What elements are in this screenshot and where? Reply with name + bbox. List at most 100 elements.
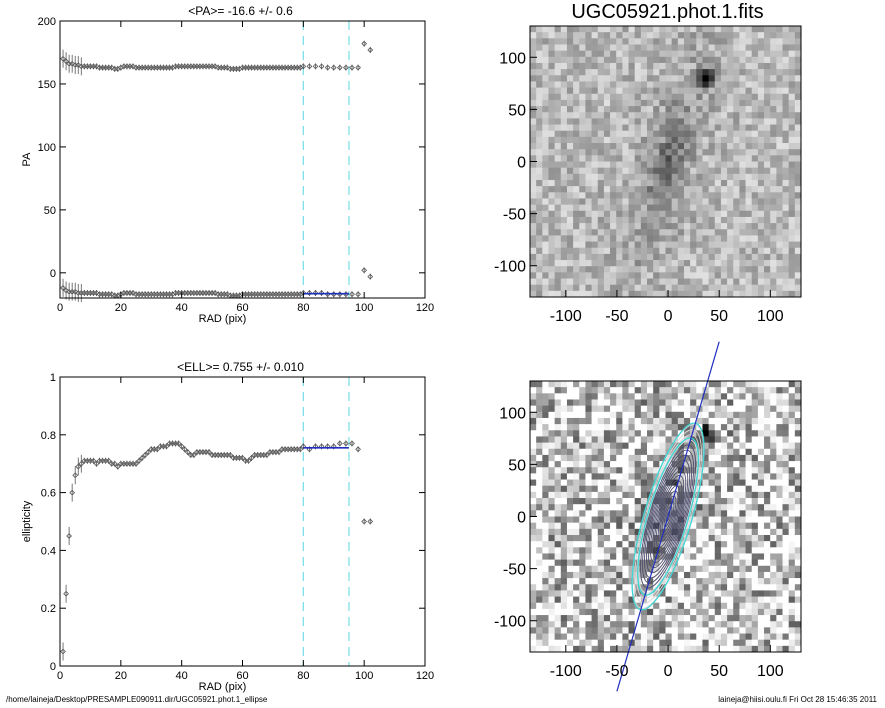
img-top-pixel <box>634 216 642 224</box>
img-top-pixel <box>647 112 654 119</box>
img-bottom-pixel <box>603 516 611 524</box>
img-bottom-pixel <box>696 479 703 487</box>
img-bottom-pixel <box>554 442 562 450</box>
img-top-pixel <box>696 161 703 169</box>
img-bottom-pixel <box>720 387 728 394</box>
img-bottom-pixel <box>530 584 537 591</box>
img-bottom-pixel <box>745 454 753 462</box>
img-top-pixel <box>702 118 710 125</box>
img-top-pixel <box>536 62 543 70</box>
img-bottom-pixel <box>647 534 654 542</box>
img-top-pixel <box>671 155 679 162</box>
img-bottom-pixel <box>782 491 790 499</box>
img-bottom-pixel <box>782 534 790 542</box>
img-bottom-pixel <box>776 559 783 567</box>
img-top-pixel <box>560 118 568 125</box>
img-top-pixel <box>573 87 580 95</box>
img-bottom-pixel <box>554 516 562 524</box>
img-bottom-xtick-label: 100 <box>757 663 784 680</box>
img-bottom-pixel <box>788 405 796 413</box>
img-top-pixel <box>579 167 586 175</box>
img-top-pixel <box>788 38 796 45</box>
img-top-pixel <box>757 75 765 82</box>
img-top-pixel <box>603 32 611 39</box>
img-top-pixel <box>696 155 703 162</box>
img-bottom-pixel <box>554 467 562 474</box>
img-top-pixel <box>683 93 691 101</box>
img-bottom-pixel <box>733 454 740 462</box>
img-bottom-pixel <box>788 454 796 462</box>
img-top-pixel <box>683 130 691 138</box>
img-bottom-pixel <box>640 578 648 585</box>
img-top-pixel <box>536 216 543 224</box>
img-top-ytick-label: -100 <box>494 259 526 276</box>
img-top-pixel <box>566 75 574 82</box>
img-top-pixel <box>659 50 666 58</box>
img-bottom-pixel <box>597 645 605 653</box>
img-bottom-pixel <box>548 559 556 567</box>
img-bottom-pixel <box>665 541 673 548</box>
img-top-pixel <box>683 272 691 279</box>
img-top-pixel <box>548 247 556 255</box>
img-top-pixel <box>554 235 562 242</box>
img-top-pixel <box>548 179 556 187</box>
img-top-pixel <box>628 99 636 107</box>
img-top-pixel <box>690 247 697 255</box>
img-bottom-pixel <box>665 436 673 443</box>
img-bottom-pixel <box>770 467 777 474</box>
img-top-pixel <box>739 260 746 267</box>
img-bottom-pixel <box>764 528 771 536</box>
img-top-pixel <box>671 32 679 39</box>
img-bottom-pixel <box>671 645 679 653</box>
img-top-pixel <box>560 32 568 39</box>
img-top-pixel <box>573 149 580 156</box>
img-bottom-pixel <box>616 485 623 493</box>
img-bottom-pixel <box>610 541 617 548</box>
img-top-pixel <box>720 143 728 150</box>
img-top-pixel <box>616 124 623 132</box>
img-bottom-pixel <box>554 578 562 585</box>
img-top-pixel <box>616 26 623 33</box>
img-top-pixel <box>634 186 642 193</box>
img-bottom-pixel <box>677 608 685 616</box>
img-bottom-pixel <box>677 436 685 443</box>
img-top-pixel <box>788 62 796 70</box>
img-bottom-pixel <box>696 596 703 604</box>
img-top-pixel <box>640 198 648 206</box>
img-bottom-pixel <box>597 633 605 641</box>
img-bottom-pixel <box>566 578 574 585</box>
img-bottom-pixel <box>757 424 765 431</box>
img-top-pixel <box>794 99 802 107</box>
img-top-pixel <box>622 260 629 267</box>
img-top-pixel <box>702 241 710 249</box>
img-bottom-pixel <box>622 627 629 634</box>
img-bottom-pixel <box>757 430 765 437</box>
img-top-pixel <box>727 210 734 218</box>
img-bottom-pixel <box>610 504 617 511</box>
img-top-pixel <box>727 50 734 58</box>
img-bottom-pixel <box>671 399 679 407</box>
img-top-pixel <box>597 167 605 175</box>
pa-xlabel: RAD (pix) <box>199 313 247 325</box>
img-top-pixel <box>585 272 592 279</box>
img-top-pixel <box>597 118 605 125</box>
img-bottom-pixel <box>634 608 642 616</box>
img-bottom-pixel <box>708 565 716 573</box>
img-top-pixel <box>727 56 734 64</box>
img-top-pixel <box>548 130 556 138</box>
img-top-pixel <box>690 93 697 101</box>
pa-point <box>93 290 100 296</box>
img-top-pixel <box>554 216 562 224</box>
img-top-pixel <box>727 186 734 193</box>
img-top-pixel <box>616 69 623 76</box>
img-bottom-pixel <box>560 553 568 561</box>
img-top-pixel <box>794 38 802 45</box>
img-top-pixel <box>690 284 697 292</box>
img-bottom-pixel <box>610 528 617 536</box>
img-top-pixel <box>776 69 783 76</box>
img-bottom-pixel <box>647 461 654 468</box>
img-top-pixel <box>530 26 537 33</box>
img-bottom-pixel <box>770 590 777 597</box>
img-bottom-pixel <box>659 559 666 567</box>
img-top-pixel <box>622 173 629 181</box>
